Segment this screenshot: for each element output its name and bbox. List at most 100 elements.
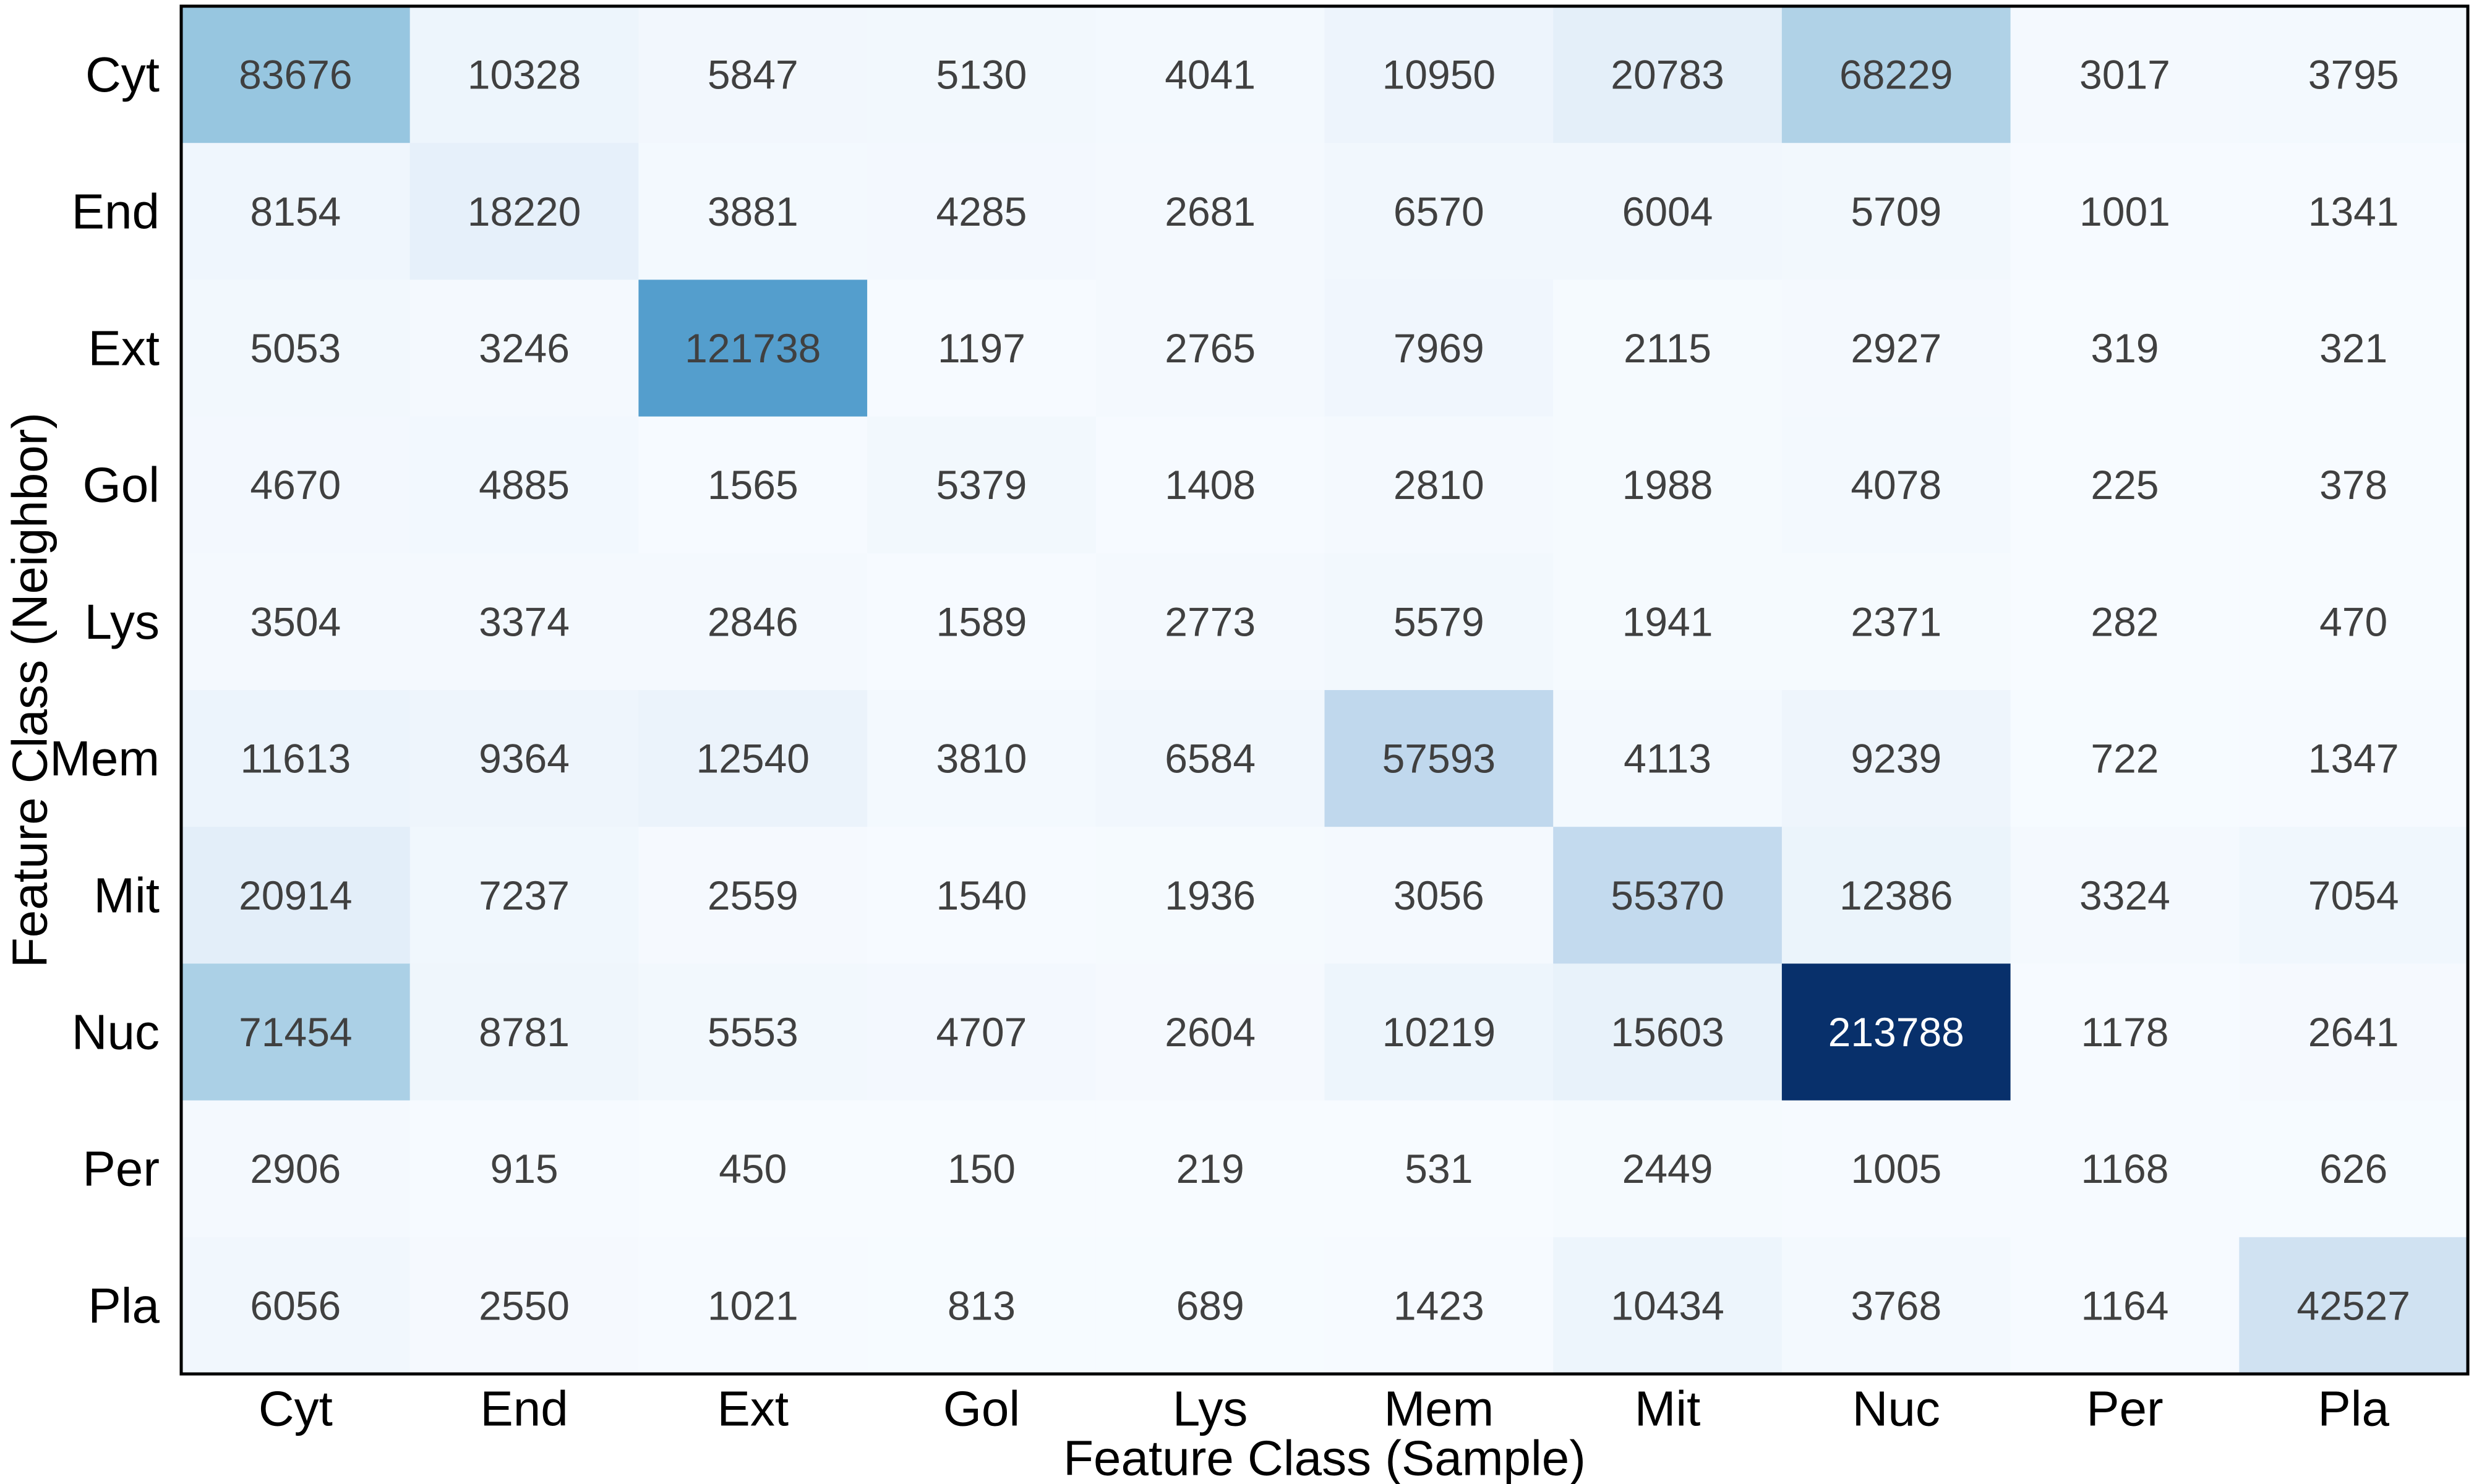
cell-value-label: 4670	[250, 462, 341, 508]
heatmap-cell-lys-mit	[1553, 553, 1783, 691]
heatmap-cell-mit-nuc	[1781, 827, 2011, 964]
heatmap-cell-gol-lys	[1095, 416, 1325, 554]
cell-value-label: 219	[1176, 1146, 1244, 1192]
cell-value-label: 3056	[1393, 872, 1484, 918]
heatmap-cell-per-cyt	[181, 1100, 411, 1238]
cell-value-label: 4285	[936, 189, 1027, 234]
heatmap-cell-pla-mem	[1324, 1237, 1554, 1375]
cell-value-label: 5379	[936, 462, 1027, 508]
cell-value-label: 1021	[708, 1282, 798, 1328]
heatmap-cell-nuc-gol	[867, 963, 1097, 1101]
cell-value-label: 450	[719, 1146, 787, 1192]
heatmap-cell-ext-nuc	[1781, 279, 2011, 417]
cell-value-label: 2641	[2308, 1009, 2399, 1055]
cell-value-label: 15603	[1611, 1009, 1724, 1055]
y-tick-label-nuc: Nuc	[72, 1005, 160, 1060]
y-tick-label-cyt: Cyt	[85, 47, 160, 102]
heatmap-cell-pla-cyt	[181, 1237, 411, 1375]
y-tick-label-end: End	[72, 184, 160, 239]
heatmap-cell-mit-cyt	[181, 827, 411, 964]
cell-value-label: 2371	[1851, 599, 1941, 644]
heatmap-cell-cyt-end	[409, 6, 639, 143]
cell-value-label: 12386	[1839, 872, 1953, 918]
cell-value-label: 9364	[479, 736, 570, 782]
heatmap-cell-cyt-mit	[1553, 6, 1783, 143]
x-axis-title: Feature Class (Sample)	[1063, 1431, 1586, 1484]
heatmap-cell-mit-gol	[867, 827, 1097, 964]
x-tick-label-lys: Lys	[1173, 1381, 1248, 1436]
heatmap-cell-nuc-ext	[638, 963, 868, 1101]
y-tick-label-pla: Pla	[88, 1278, 160, 1333]
cell-value-label: 2550	[479, 1282, 570, 1328]
cell-value-label: 470	[2319, 599, 2387, 644]
cell-value-label: 3246	[479, 325, 570, 371]
cell-value-label: 1936	[1165, 872, 1256, 918]
heatmap-cell-nuc-mem	[1324, 963, 1554, 1101]
cell-value-label: 1005	[1851, 1146, 1941, 1192]
heatmap-cell-mit-lys	[1095, 827, 1325, 964]
heatmap-cell-mit-mem	[1324, 827, 1554, 964]
cell-value-label: 2115	[1624, 325, 1711, 371]
heatmap-cell-end-pla	[2239, 143, 2468, 280]
cell-value-label: 121738	[685, 325, 821, 371]
heatmap-cell-cyt-mem	[1324, 6, 1554, 143]
heatmap-cell-mem-gol	[867, 690, 1097, 827]
heatmap-cell-cyt-pla	[2239, 6, 2468, 143]
cell-value-label: 2927	[1851, 325, 1941, 371]
heatmap-cell-mem-per	[2010, 690, 2240, 827]
cell-value-label: 2773	[1165, 599, 1256, 644]
heatmap-cell-ext-pla	[2239, 279, 2468, 417]
cell-value-label: 2846	[708, 599, 798, 644]
heatmap-cell-pla-ext	[638, 1237, 868, 1375]
x-tick-label-gol: Gol	[943, 1381, 1021, 1436]
cell-value-label: 722	[2091, 736, 2159, 782]
x-tick-labels: Cyt End Ext Gol Lys Mem Mit Nuc Per Pla	[259, 1381, 2390, 1436]
x-tick-label-ext: Ext	[717, 1381, 789, 1436]
heatmap-cell-per-gol	[867, 1100, 1097, 1238]
x-tick-label-per: Per	[2086, 1381, 2164, 1436]
heatmap-cell-nuc-end	[409, 963, 639, 1101]
heatmap-cell-lys-end	[409, 553, 639, 691]
heatmap-cell-nuc-cyt	[181, 963, 411, 1101]
cell-value-label: 1197	[938, 325, 1025, 371]
cell-value-label: 1941	[1622, 599, 1713, 644]
heatmap-cell-nuc-per	[2010, 963, 2240, 1101]
heatmap-cell-cyt-gol	[867, 6, 1097, 143]
heatmap-cell-ext-ext	[638, 279, 868, 417]
cell-value-label: 6056	[250, 1282, 341, 1328]
heatmap-cell-ext-gol	[867, 279, 1097, 417]
cell-value-label: 10950	[1382, 52, 1496, 98]
x-tick-label-mit: Mit	[1635, 1381, 1701, 1436]
heatmap-cell-per-ext	[638, 1100, 868, 1238]
heatmap-cell-per-mem	[1324, 1100, 1554, 1238]
heatmap-cell-mem-pla	[2239, 690, 2468, 827]
y-tick-label-per: Per	[83, 1141, 160, 1196]
y-tick-label-mit: Mit	[93, 868, 160, 923]
heatmap-cell-ext-mit	[1553, 279, 1783, 417]
cell-value-label: 319	[2091, 325, 2159, 371]
heatmap-cell-mem-mit	[1553, 690, 1783, 827]
heatmap-cell-cyt-nuc	[1781, 6, 2011, 143]
cell-value-label: 321	[2319, 325, 2387, 371]
cell-value-label: 20914	[239, 872, 353, 918]
heatmap-cell-lys-pla	[2239, 553, 2468, 691]
cell-value-label: 42527	[2296, 1282, 2410, 1328]
heatmap-cell-mit-per	[2010, 827, 2240, 964]
y-tick-label-ext: Ext	[88, 321, 160, 376]
heatmap-cell-nuc-pla	[2239, 963, 2468, 1101]
heatmap-cell-ext-lys	[1095, 279, 1325, 417]
cell-value-label: 225	[2091, 462, 2159, 508]
heatmap-cell-end-mem	[1324, 143, 1554, 280]
cell-value-label: 3795	[2308, 52, 2399, 98]
cell-value-label: 3017	[2079, 52, 2170, 98]
heatmap-cell-gol-gol	[867, 416, 1097, 554]
cell-value-label: 6570	[1393, 189, 1484, 234]
cell-value-label: 55370	[1611, 872, 1724, 918]
cell-value-label: 915	[490, 1146, 558, 1192]
cell-value-label: 5709	[1851, 189, 1941, 234]
heatmap-cell-pla-nuc	[1781, 1237, 2011, 1375]
heatmap-cell-nuc-nuc	[1781, 963, 2011, 1101]
cell-value-label: 6584	[1165, 736, 1256, 782]
heatmap-cell-gol-mit	[1553, 416, 1783, 554]
